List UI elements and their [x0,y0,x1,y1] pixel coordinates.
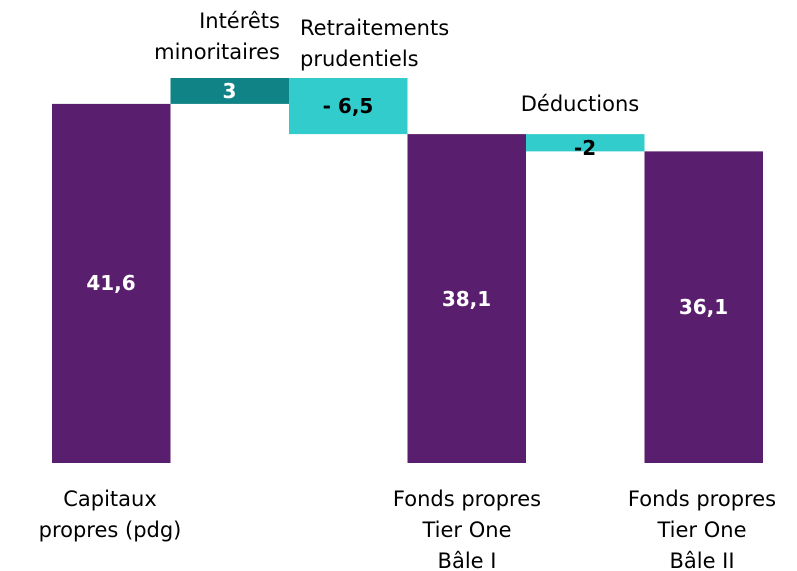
category-label: Intérêts minoritaires [154,9,280,64]
bar [407,134,526,463]
bar [52,103,171,464]
value-label: 3 [222,78,237,103]
category-label: Retraitements prudentiels [300,16,450,71]
value-label: 36,1 [678,295,729,320]
category-label: Déductions [520,92,640,116]
value-label: -2 [573,136,597,161]
category-label: Capitaux propres (pdg) [38,487,182,542]
value-label: - 6,5 [322,94,374,119]
bar [526,134,645,152]
value-label: 41,6 [86,271,136,296]
bar [644,151,763,463]
category-label: Fonds propres Tier One Bâle I [392,487,542,571]
bar [170,78,289,104]
category-label: Fonds propres Tier One Bâle II [627,487,777,571]
value-label: 38,1 [441,286,492,311]
bar [289,78,408,135]
